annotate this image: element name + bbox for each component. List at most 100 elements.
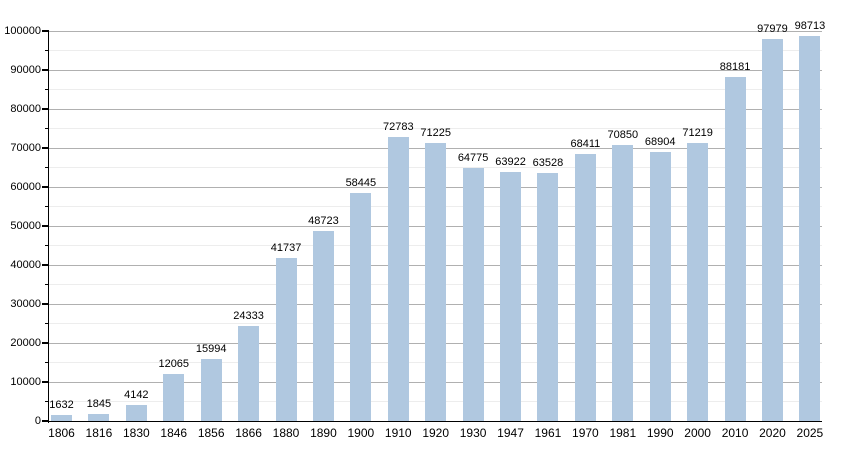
y-axis-major-tick xyxy=(42,342,49,344)
y-axis-major-tick xyxy=(42,381,49,383)
y-axis-label: 50000 xyxy=(10,219,41,232)
x-axis-label: 1880 xyxy=(272,426,300,440)
bar xyxy=(537,173,559,421)
x-axis-label: 1981 xyxy=(609,426,637,440)
y-axis-major-tick xyxy=(42,69,49,71)
x-axis-label: 1920 xyxy=(422,426,450,440)
y-axis-minor-tick xyxy=(45,89,49,90)
bar-value-label: 4142 xyxy=(124,388,149,401)
y-axis-major-tick xyxy=(42,225,49,227)
y-axis-minor-tick xyxy=(45,128,49,129)
bar xyxy=(724,77,746,421)
minor-gridline xyxy=(49,128,822,129)
bar-value-label: 1845 xyxy=(86,397,112,410)
bar xyxy=(799,36,821,421)
minor-gridline xyxy=(49,89,822,90)
x-axis-label: 1846 xyxy=(160,426,188,440)
bar-value-label: 12065 xyxy=(158,357,190,370)
x-axis-label: 1856 xyxy=(197,426,225,440)
bar xyxy=(238,326,260,421)
bar xyxy=(574,154,596,421)
y-axis-label: 100000 xyxy=(4,24,41,37)
y-axis-major-tick xyxy=(42,303,49,305)
bar xyxy=(687,143,709,421)
y-axis-label: 80000 xyxy=(10,102,41,115)
x-axis-label: 2010 xyxy=(721,426,749,440)
y-axis-label: 90000 xyxy=(10,63,41,76)
y-axis-label: 20000 xyxy=(10,336,41,349)
plot-area: 0 10000 20000 30000 40000 50000 60000 70000 8000… xyxy=(4,20,825,440)
x-axis-label: 1890 xyxy=(310,426,337,440)
y-axis-minor-tick xyxy=(45,206,49,207)
x-axis-label: 2020 xyxy=(759,426,786,440)
x-axis-label: 1930 xyxy=(459,426,487,440)
bar xyxy=(462,168,484,421)
x-axis-label: 1947 xyxy=(497,426,524,440)
bar xyxy=(350,193,372,421)
x-axis-label: 1900 xyxy=(347,426,375,440)
minor-gridline xyxy=(49,50,822,51)
x-axis-label: 1910 xyxy=(384,426,412,440)
major-gridline xyxy=(49,108,822,110)
bar xyxy=(387,137,409,421)
bar-value-label: 98713 xyxy=(794,20,826,33)
bar-value-label: 24333 xyxy=(233,310,264,323)
x-axis-label: 1990 xyxy=(646,426,674,440)
y-axis-minor-tick xyxy=(45,362,49,363)
y-axis-label: 40000 xyxy=(10,258,41,271)
x-axis xyxy=(47,420,822,422)
bar-value-label: 71219 xyxy=(682,127,713,140)
y-axis-label: 0 xyxy=(34,414,41,427)
bar xyxy=(200,358,222,421)
bar-value-label: 88181 xyxy=(719,61,751,74)
major-gridline xyxy=(49,30,822,32)
bar-value-label: 97979 xyxy=(757,22,788,35)
bar xyxy=(761,38,783,421)
bar-value-label: 15994 xyxy=(195,342,227,355)
bar xyxy=(275,258,297,421)
bar-value-label: 68411 xyxy=(570,138,601,151)
x-axis-label: 1961 xyxy=(534,426,562,440)
x-axis-label: 1830 xyxy=(122,426,150,440)
y-axis-major-tick xyxy=(42,30,49,32)
bar-value-label: 1632 xyxy=(49,398,74,411)
bar-value-label: 70850 xyxy=(607,128,639,141)
bar xyxy=(312,230,334,421)
bar xyxy=(500,171,522,421)
bar-value-label: 48723 xyxy=(308,214,339,227)
y-axis-minor-tick xyxy=(45,323,49,324)
bar-value-label: 58445 xyxy=(345,177,377,190)
x-axis-label: 1816 xyxy=(85,426,113,440)
y-axis-major-tick xyxy=(42,186,49,188)
bar xyxy=(51,414,72,421)
y-axis-label: 30000 xyxy=(10,297,41,310)
bar xyxy=(163,373,185,421)
y-axis-minor-tick xyxy=(45,50,49,51)
bar-value-label: 63922 xyxy=(495,155,526,168)
y-axis-minor-tick xyxy=(45,284,49,285)
y-axis-minor-tick xyxy=(45,401,49,402)
bar-value-label: 72783 xyxy=(382,121,414,134)
major-gridline xyxy=(49,69,822,71)
bar xyxy=(612,144,634,421)
bar-value-label: 64775 xyxy=(457,152,489,165)
x-axis-label: 2000 xyxy=(684,426,711,440)
bar-value-label: 63528 xyxy=(532,157,564,170)
y-axis-major-tick xyxy=(42,264,49,266)
y-axis-label: 10000 xyxy=(10,375,41,388)
y-axis-minor-tick xyxy=(45,167,49,168)
bar xyxy=(125,404,147,421)
x-axis-label: 1970 xyxy=(572,426,599,440)
bar xyxy=(88,413,110,421)
bar-value-label: 71225 xyxy=(420,127,451,140)
x-axis-label: 1806 xyxy=(48,426,75,440)
y-axis-major-tick xyxy=(42,147,49,149)
y-axis xyxy=(47,31,49,423)
bar-value-label: 41737 xyxy=(270,242,302,255)
y-axis-label: 70000 xyxy=(10,141,41,154)
bar xyxy=(425,143,447,421)
y-axis-minor-tick xyxy=(45,245,49,246)
y-axis-major-tick xyxy=(42,108,49,110)
y-axis-major-tick xyxy=(42,420,49,422)
